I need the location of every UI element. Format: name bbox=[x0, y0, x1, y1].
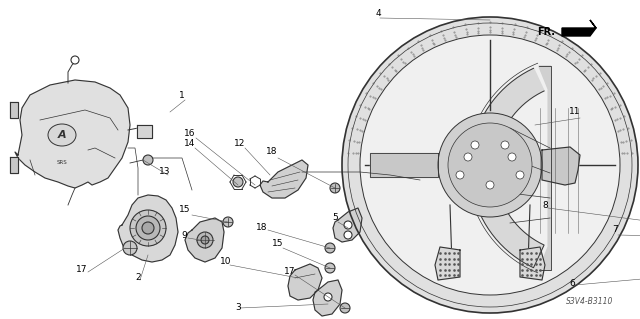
Polygon shape bbox=[185, 218, 224, 262]
Text: 7: 7 bbox=[612, 226, 618, 234]
Text: 9: 9 bbox=[181, 232, 187, 241]
Circle shape bbox=[325, 243, 335, 253]
Circle shape bbox=[471, 141, 479, 149]
Text: 18: 18 bbox=[256, 222, 268, 232]
Text: 15: 15 bbox=[272, 240, 284, 249]
Circle shape bbox=[201, 236, 209, 244]
Circle shape bbox=[508, 153, 516, 161]
Circle shape bbox=[344, 231, 352, 239]
Circle shape bbox=[501, 141, 509, 149]
Polygon shape bbox=[15, 80, 130, 188]
Polygon shape bbox=[118, 195, 178, 262]
Circle shape bbox=[233, 177, 243, 187]
Text: 4: 4 bbox=[375, 10, 381, 19]
Polygon shape bbox=[288, 264, 322, 300]
Circle shape bbox=[71, 56, 79, 64]
Text: 10: 10 bbox=[220, 257, 232, 266]
Circle shape bbox=[340, 303, 350, 313]
Circle shape bbox=[324, 293, 332, 301]
Text: A: A bbox=[58, 130, 67, 140]
Text: 11: 11 bbox=[569, 108, 580, 116]
Circle shape bbox=[486, 181, 494, 189]
Circle shape bbox=[130, 210, 166, 246]
Circle shape bbox=[143, 155, 153, 165]
Polygon shape bbox=[435, 247, 460, 280]
Circle shape bbox=[325, 263, 335, 273]
Text: 3: 3 bbox=[235, 303, 241, 313]
Circle shape bbox=[330, 183, 340, 193]
Text: 13: 13 bbox=[159, 167, 171, 176]
Polygon shape bbox=[10, 157, 18, 173]
Polygon shape bbox=[520, 247, 545, 280]
Text: 12: 12 bbox=[234, 139, 246, 149]
Polygon shape bbox=[542, 147, 580, 185]
Polygon shape bbox=[370, 153, 438, 177]
Circle shape bbox=[197, 232, 213, 248]
Polygon shape bbox=[260, 160, 308, 198]
Polygon shape bbox=[137, 125, 152, 138]
Circle shape bbox=[142, 222, 154, 234]
Text: 8: 8 bbox=[542, 201, 548, 210]
Polygon shape bbox=[539, 66, 551, 270]
Text: S3V4-B3110: S3V4-B3110 bbox=[566, 298, 614, 307]
Text: FR.: FR. bbox=[537, 27, 555, 37]
Polygon shape bbox=[562, 20, 596, 36]
Circle shape bbox=[516, 171, 524, 179]
Polygon shape bbox=[10, 102, 18, 118]
Text: 2: 2 bbox=[135, 273, 141, 283]
Circle shape bbox=[123, 241, 137, 255]
Polygon shape bbox=[313, 280, 342, 316]
Polygon shape bbox=[342, 17, 638, 313]
Circle shape bbox=[136, 216, 160, 240]
Ellipse shape bbox=[48, 124, 76, 146]
Circle shape bbox=[438, 113, 542, 217]
Text: 5: 5 bbox=[332, 213, 338, 222]
Text: 17: 17 bbox=[76, 265, 88, 275]
Circle shape bbox=[223, 217, 233, 227]
Polygon shape bbox=[333, 208, 362, 242]
Text: 6: 6 bbox=[569, 279, 575, 288]
Text: 18: 18 bbox=[266, 147, 278, 157]
Polygon shape bbox=[470, 68, 544, 268]
Circle shape bbox=[360, 35, 620, 295]
Circle shape bbox=[448, 123, 532, 207]
Circle shape bbox=[464, 153, 472, 161]
Circle shape bbox=[456, 171, 464, 179]
Text: 15: 15 bbox=[179, 205, 191, 214]
Text: SRS: SRS bbox=[56, 160, 67, 165]
Text: 14: 14 bbox=[184, 139, 196, 149]
Text: 1: 1 bbox=[179, 92, 185, 100]
Text: 16: 16 bbox=[184, 130, 196, 138]
Text: 17: 17 bbox=[284, 268, 296, 277]
Circle shape bbox=[344, 221, 352, 229]
